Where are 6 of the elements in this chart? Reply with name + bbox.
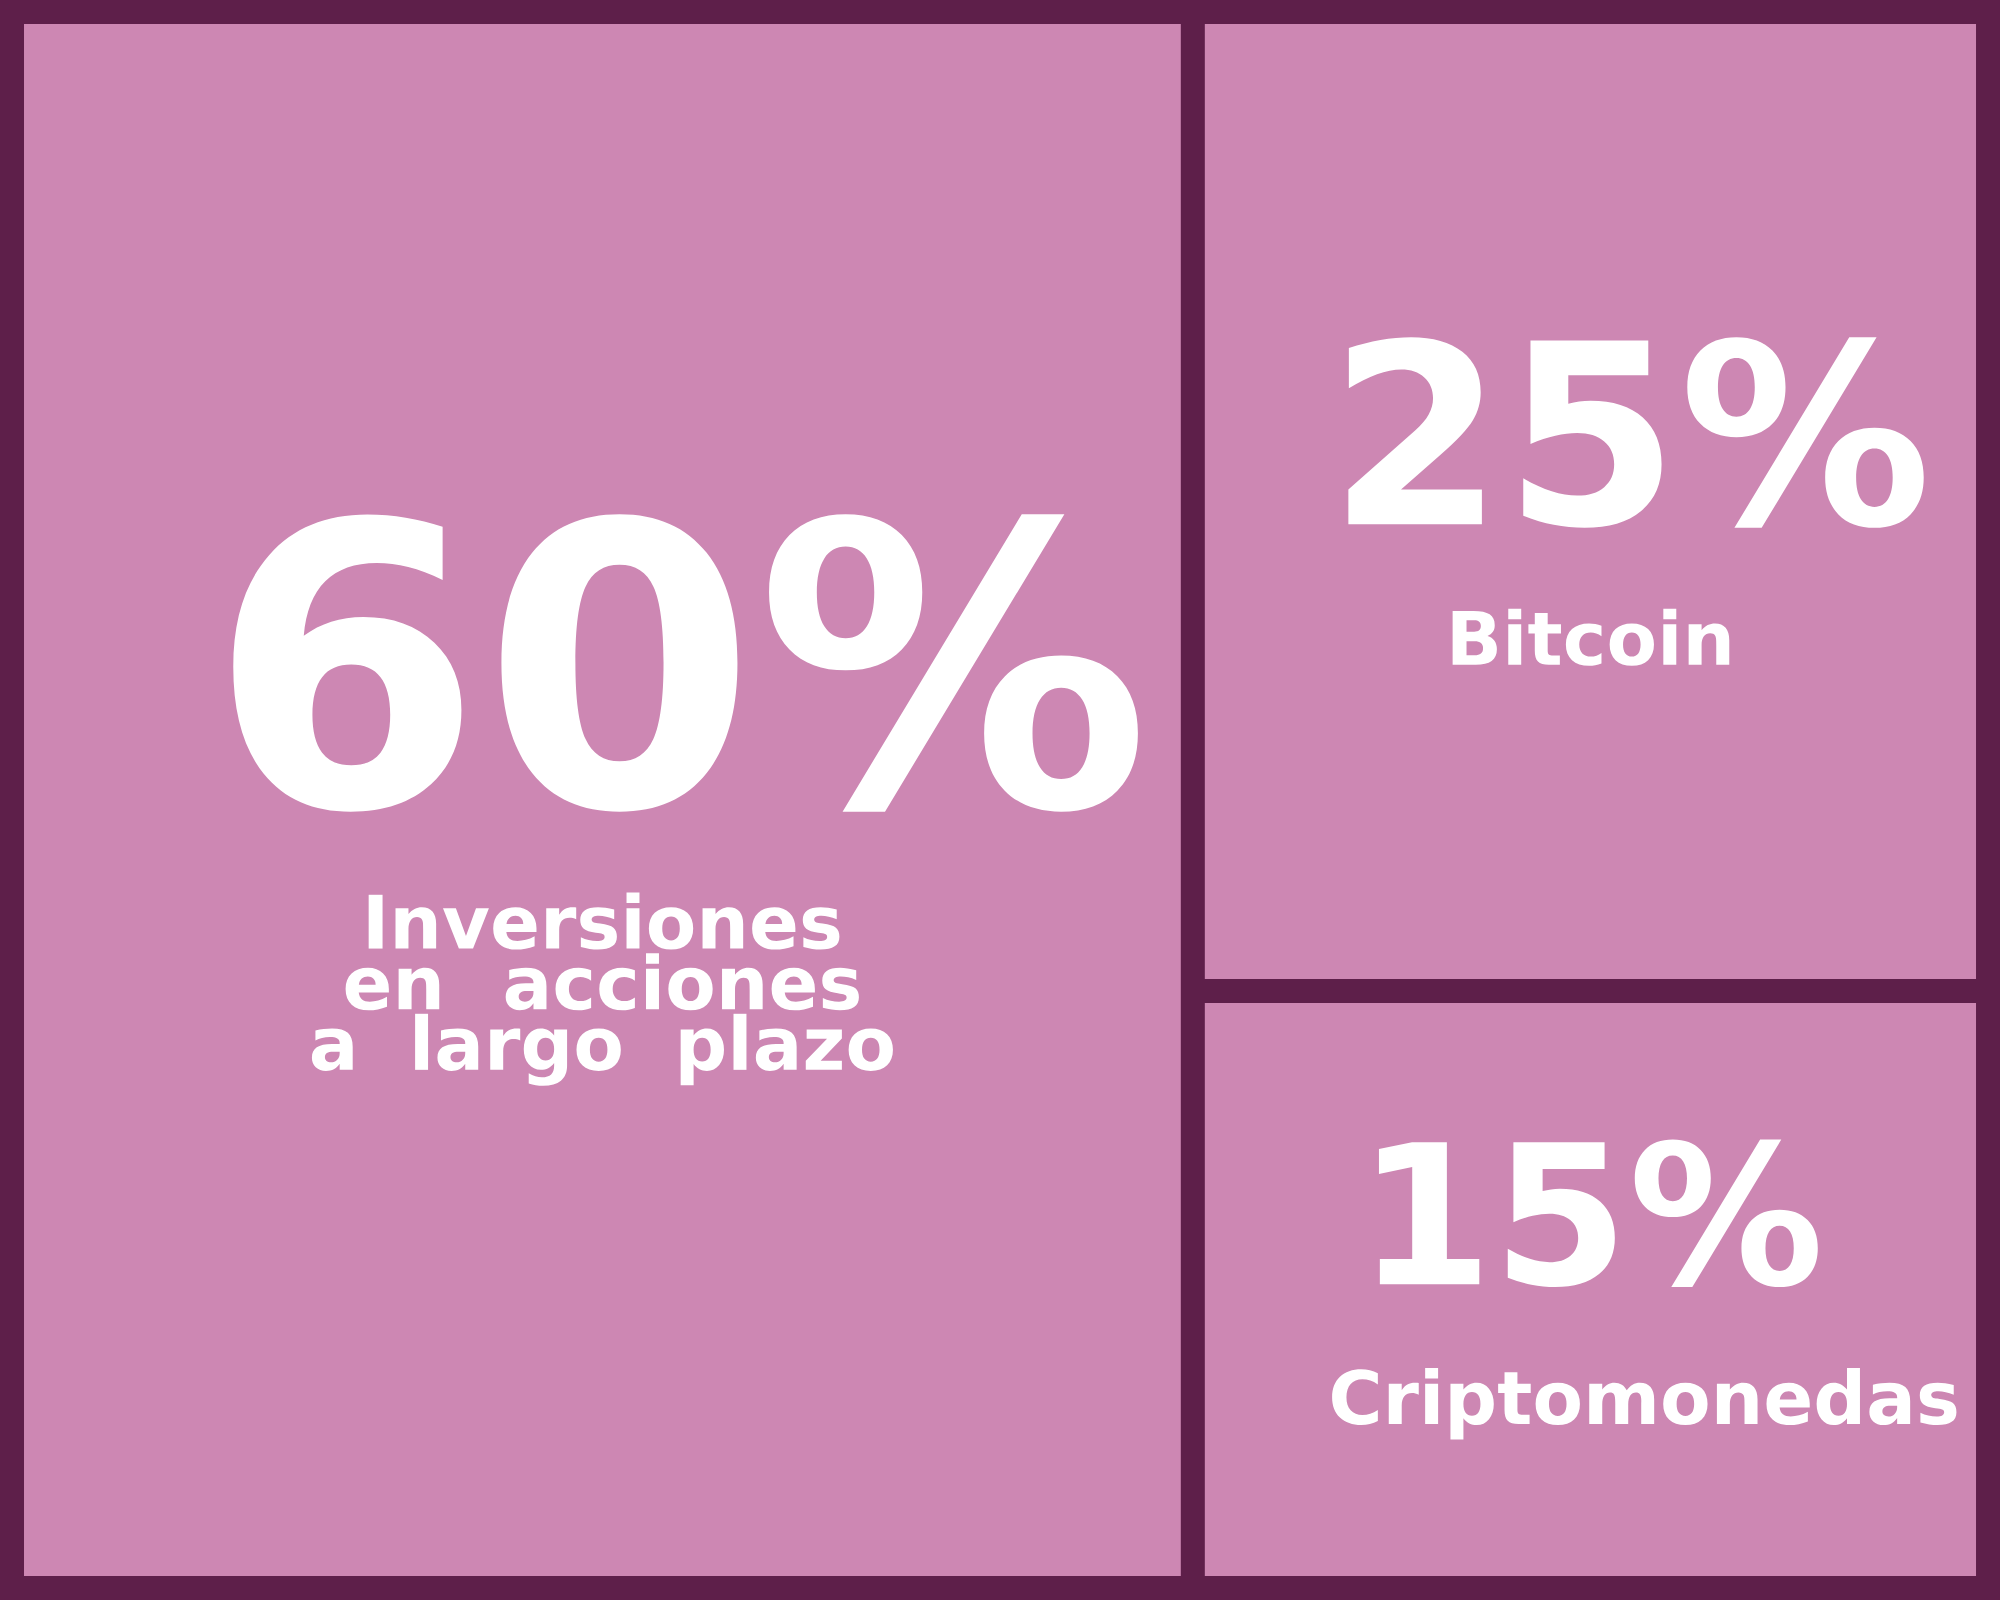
category-label: Inversiones en acciones a largo plazo: [311, 892, 893, 1086]
data-label: 60%: [233, 514, 1138, 812]
data-label: 15%: [1378, 1139, 1818, 1288]
category-label: Criptomonedas: [1332, 1367, 1957, 1440]
category-label: Bitcoin: [1452, 608, 1730, 666]
data-label: 25%: [1348, 337, 1924, 528]
